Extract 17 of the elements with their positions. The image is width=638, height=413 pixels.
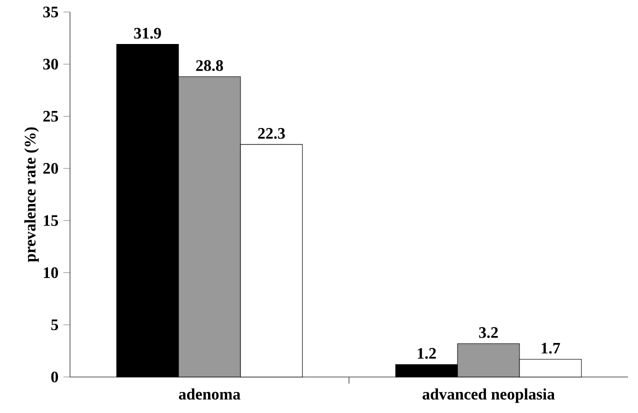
- data-label: 1.7: [542, 342, 560, 354]
- y-tick-label: 30: [43, 58, 58, 70]
- y-tick-label: 5: [51, 320, 58, 330]
- data-label: 28.8: [196, 60, 223, 72]
- y-tick-label: 20: [43, 163, 58, 174]
- y-tick-label: 0: [51, 372, 58, 382]
- y-axis-title: prevalence rate (%): [24, 127, 39, 262]
- data-label: 1.2: [418, 348, 436, 359]
- data-label: 31.9: [134, 28, 161, 39]
- y-tick-label: 15: [44, 215, 58, 226]
- y-tick-label: 25: [43, 110, 58, 122]
- x-tick-label: adenoma: [178, 388, 240, 400]
- data-label: 22.3: [258, 128, 285, 139]
- data-label: 3.2: [479, 327, 498, 338]
- y-tick-label: 35: [43, 6, 58, 18]
- y-tick-label: 10: [44, 267, 58, 278]
- x-tick-label: advanced neoplasia: [422, 388, 555, 403]
